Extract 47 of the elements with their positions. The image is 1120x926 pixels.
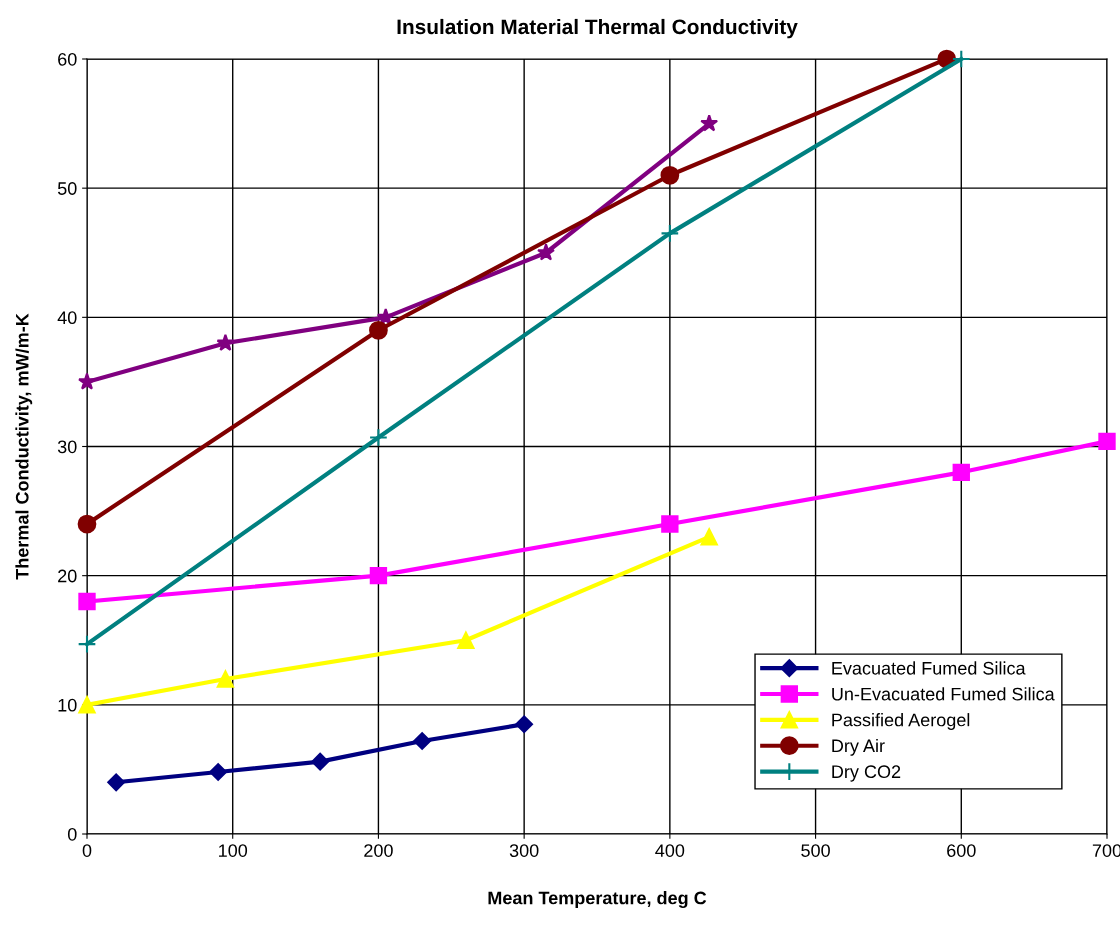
y-tick-label: 30 [57, 440, 77, 454]
point [78, 696, 96, 714]
x-tick-label: 500 [801, 844, 830, 857]
x-tick-label: 400 [655, 844, 685, 857]
y-tick-label: 50 [57, 182, 77, 195]
legend-label: Un-Evacuated Fumed Silica [832, 687, 1055, 701]
legend-label: Dry Air [832, 738, 885, 756]
point [457, 631, 475, 649]
x-tick-label: 200 [364, 844, 393, 857]
point [369, 320, 388, 340]
point [700, 528, 718, 546]
point [661, 515, 679, 533]
legend-label: Evacuated Fumed Silica [832, 661, 1026, 675]
point [660, 224, 680, 243]
point [78, 372, 96, 390]
point [77, 634, 97, 654]
point [951, 49, 971, 69]
legend-label: Dry CO2 [832, 765, 901, 782]
point [537, 243, 555, 261]
point [1098, 432, 1116, 451]
y-tick-label: 20 [58, 569, 77, 583]
point [78, 592, 96, 611]
x-axis-title: Mean Temperature, deg C [488, 891, 707, 909]
point [369, 428, 388, 447]
point [216, 670, 235, 688]
x-tick-label: 300 [509, 844, 539, 857]
point [209, 763, 228, 781]
point [515, 715, 534, 734]
x-tick-label: 0 [82, 844, 92, 857]
point [413, 732, 432, 750]
y-tick-label: 40 [57, 311, 77, 325]
point [107, 773, 126, 792]
point [660, 165, 680, 185]
x-tick-label: 600 [947, 844, 976, 857]
legend-label: Passified Aerogel [832, 713, 970, 730]
point [952, 463, 970, 482]
point [77, 514, 97, 534]
y-tick-label: 60 [58, 52, 77, 66]
point [700, 114, 719, 132]
x-tick-label: 100 [219, 844, 248, 857]
y-tick-label: 0 [67, 827, 77, 841]
point [369, 566, 388, 585]
chart-title: Insulation Material Thermal Conductivity [397, 18, 798, 39]
point [216, 333, 235, 351]
y-axis-title: Thermal Conductivity, mW/m-K [15, 313, 33, 580]
y-tick-label: 10 [58, 698, 77, 712]
point [311, 752, 330, 771]
